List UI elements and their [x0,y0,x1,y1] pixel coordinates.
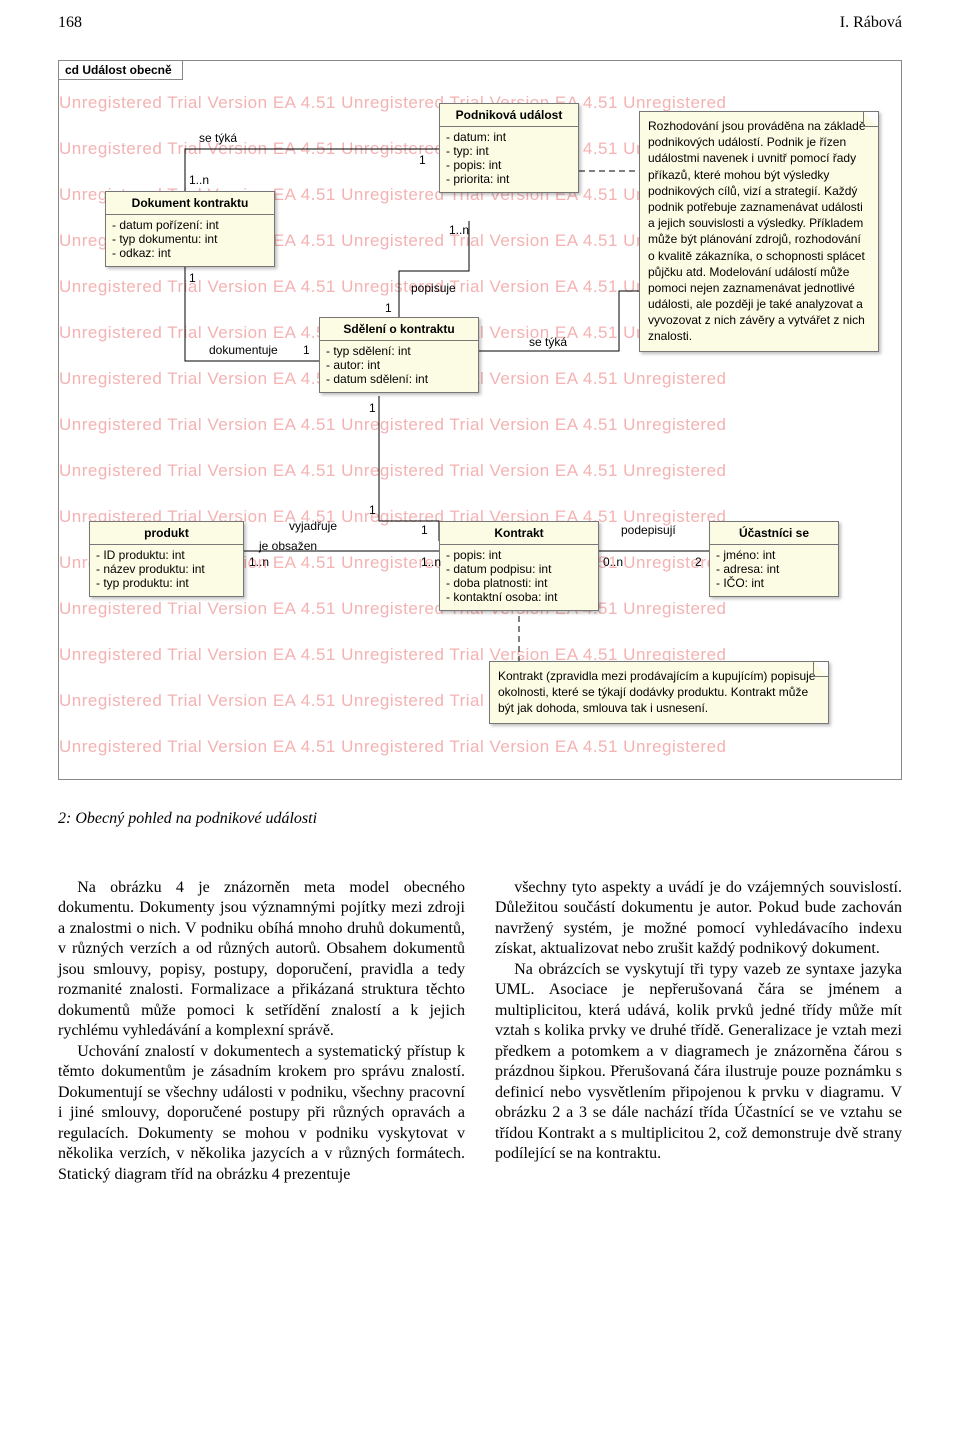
watermark-row: Unregistered Trial Version EA 4.51 Unreg… [59,369,901,389]
class-ucastnici_se: Účastníci sejméno: intadresa: intIČO: in… [709,521,839,597]
class-attrs: typ sdělení: intautor: intdatum sdělení:… [320,341,478,392]
class-attrs: popis: intdatum podpisu: intdoba platnos… [440,545,598,610]
class-attr: datum pořízení: int [112,218,268,232]
class-sdeleni_o_kontraktu: Sdělení o kontraktutyp sdělení: intautor… [319,317,479,393]
class-dokument_kontraktu: Dokument kontraktudatum pořízení: inttyp… [105,191,275,267]
edge-label: 1..n [189,173,209,187]
class-title: Účastníci se [710,522,838,545]
watermark-row: Unregistered Trial Version EA 4.51 Unreg… [59,737,901,757]
edge-label: se týká [529,335,567,349]
edge-label: popisuje [411,281,456,295]
watermark-row: Unregistered Trial Version EA 4.51 Unreg… [59,461,901,481]
class-attr: odkaz: int [112,246,268,260]
edge-label: 1 [369,401,376,415]
class-title: Dokument kontraktu [106,192,274,215]
edge-label: 2 [695,555,702,569]
watermark-row: Unregistered Trial Version EA 4.51 Unreg… [59,415,901,435]
class-kontrakt: Kontraktpopis: intdatum podpisu: intdoba… [439,521,599,611]
class-attr: adresa: int [716,562,832,576]
page-number: 168 [58,14,82,32]
diagram-title: cd Událost obecně [59,61,183,80]
edge-label: dokumentuje [209,343,278,357]
class-podnikova_udalost: Podniková událostdatum: inttyp: intpopis… [439,103,579,193]
class-attr: ID produktu: int [96,548,237,562]
paragraph: Na obrázcích se vyskytují tři typy vazeb… [495,960,902,1165]
edge-label: 1 [419,153,426,167]
class-attr: datum: int [446,130,572,144]
paragraph: Na obrázku 4 je znázorněn meta model obe… [58,878,465,1042]
class-attr: název produktu: int [96,562,237,576]
edge-label: 1 [303,343,310,357]
edge-label: 1..n [249,555,269,569]
class-attr: priorita: int [446,172,572,186]
class-attr: datum sdělení: int [326,372,472,386]
class-attr: kontaktní osoba: int [446,590,592,604]
uml-diagram: cd Událost obecně Unregistered Trial Ver… [58,60,902,780]
edge-label: podepisují [621,523,676,537]
class-attrs: datum pořízení: inttyp dokumentu: intodk… [106,215,274,266]
edge-label: 1 [385,301,392,315]
edge-label: 1..n [421,555,441,569]
class-attrs: ID produktu: intnázev produktu: inttyp p… [90,545,243,596]
edge-label: 1..n [449,223,469,237]
class-produkt: produktID produktu: intnázev produktu: i… [89,521,244,597]
class-attr: jméno: int [716,548,832,562]
figure-caption: 2: Obecný pohled na podnikové události [58,810,902,828]
class-attr: typ dokumentu: int [112,232,268,246]
edge-label: 1 [369,503,376,517]
paragraph: Uchování znalostí v dokumentech a system… [58,1042,465,1185]
class-title: produkt [90,522,243,545]
class-title: Podniková událost [440,104,578,127]
right-column: všechny tyto aspekty a uvádí je do vzáje… [495,878,902,1185]
class-attr: IČO: int [716,576,832,590]
edge-label: 1 [421,523,428,537]
note-note_bottom: Kontrakt (zpravidla mezi prodávajícím a … [489,661,829,724]
note-note_top: Rozhodování jsou prováděna na základě po… [639,111,879,352]
class-attr: datum podpisu: int [446,562,592,576]
paragraph: všechny tyto aspekty a uvádí je do vzáje… [495,878,902,960]
edge-label: 0..n [603,555,623,569]
edge-label: 1 [189,271,196,285]
class-attr: typ produktu: int [96,576,237,590]
class-attrs: jméno: intadresa: intIČO: int [710,545,838,596]
class-attr: autor: int [326,358,472,372]
class-attrs: datum: inttyp: intpopis: intpriorita: in… [440,127,578,192]
edge-label: vyjadřuje [289,519,337,533]
class-attr: typ: int [446,144,572,158]
body-text: Na obrázku 4 je znázorněn meta model obe… [58,878,902,1185]
class-attr: popis: int [446,158,572,172]
author-name: I. Rábová [840,14,902,32]
class-attr: popis: int [446,548,592,562]
left-column: Na obrázku 4 je znázorněn meta model obe… [58,878,465,1185]
class-attr: typ sdělení: int [326,344,472,358]
class-title: Kontrakt [440,522,598,545]
class-attr: doba platnosti: int [446,576,592,590]
class-title: Sdělení o kontraktu [320,318,478,341]
edge-label: je obsažen [259,539,317,553]
edge-label: se týká [199,131,237,145]
page-header: 168 I. Rábová [0,0,960,40]
